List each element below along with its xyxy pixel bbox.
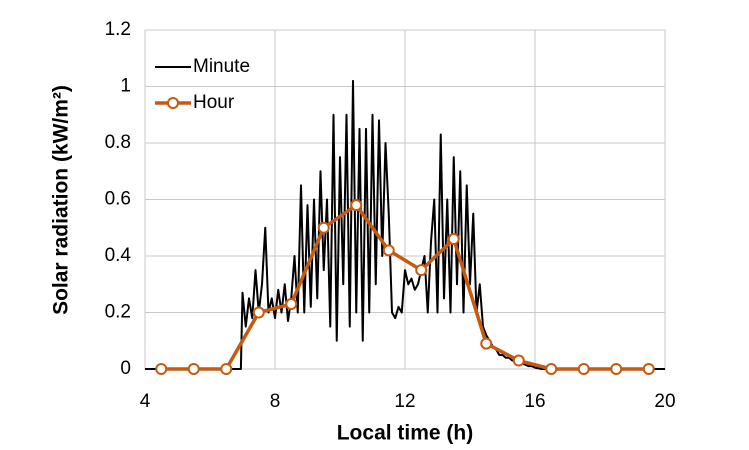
x-tick-label: 8 [270,391,281,412]
y-tick-label: 0 [120,358,131,379]
data-point [480,337,493,350]
data-point [220,363,233,375]
y-tick-label: 0.8 [105,132,131,153]
y-tick-label: 0.4 [105,245,132,266]
data-point [545,363,558,375]
data-point [512,354,525,367]
x-tick-label: 16 [524,391,545,412]
legend-label: Hour [193,92,235,113]
data-point [382,244,395,257]
x-tick-label: 20 [654,391,675,412]
legend-marker [167,97,179,109]
x-axis-title: Local time (h) [337,422,474,445]
data-point [350,199,363,212]
data-point [447,233,460,246]
y-tick-label: 0.6 [105,189,131,210]
series-line [161,203,649,371]
data-point [317,221,330,234]
data-point [415,264,428,277]
y-axis-title: Solar radiation (kW/m²) [50,85,73,315]
y-tick-label: 0.2 [105,302,131,323]
data-point [285,298,298,311]
data-point [252,306,265,319]
legend-label: Minute [193,56,250,77]
data-point [187,363,200,375]
y-tick-label: 1 [120,76,131,97]
data-point [577,363,590,375]
plot-border [144,29,666,370]
x-tick-label: 12 [394,391,415,412]
data-point [642,363,655,375]
data-point [610,363,623,375]
y-tick-label: 1.2 [105,19,131,40]
data-point [155,363,168,375]
x-tick-label: 4 [140,391,151,412]
